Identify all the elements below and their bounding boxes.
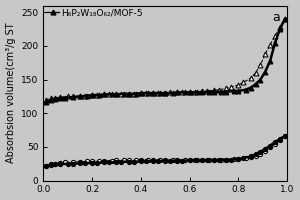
Legend: H₆P₂W₁₈O₆₂/MOF-5: H₆P₂W₁₈O₆₂/MOF-5: [45, 7, 144, 18]
Y-axis label: Absorbsion volume(cm³/g ST: Absorbsion volume(cm³/g ST: [6, 23, 16, 163]
Text: a: a: [272, 11, 280, 24]
